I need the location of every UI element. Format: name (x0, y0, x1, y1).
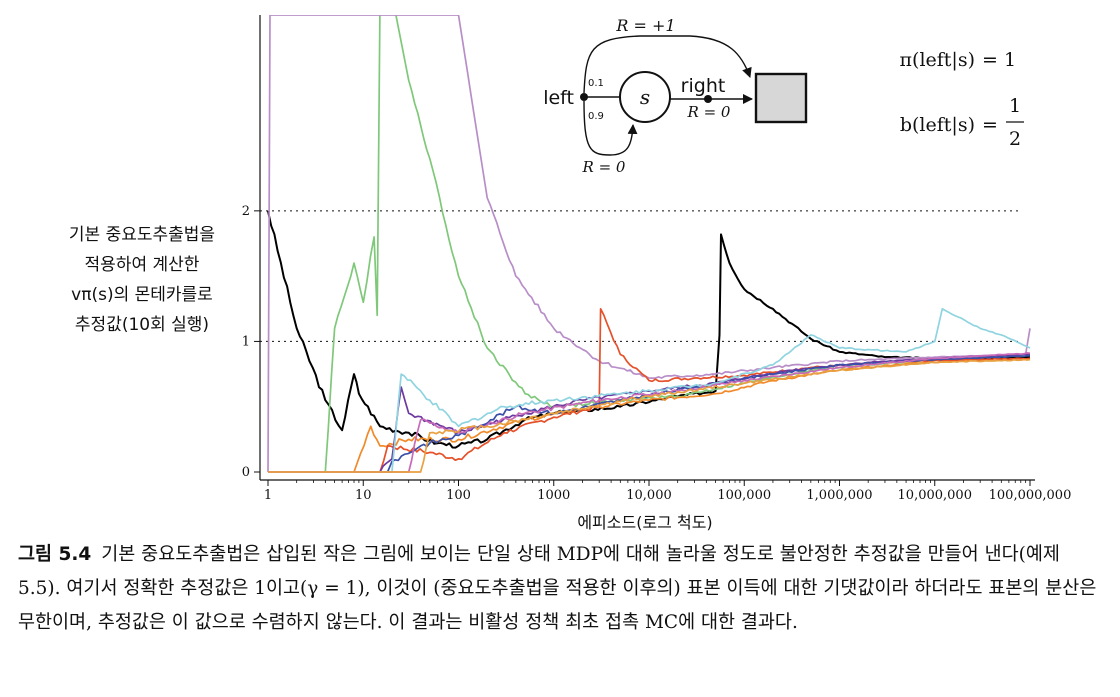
figure-caption: 그림 5.4 기본 중요도추출법은 삽입된 작은 그림에 보이는 단일 상태 MD… (18, 538, 1108, 640)
b-policy-numerator: 1 (1009, 95, 1021, 117)
y-tick-label: 0 (242, 465, 250, 480)
x-tick-label: 1000 (537, 488, 570, 503)
series-layer (267, 15, 1031, 473)
state-label: s (640, 85, 650, 109)
right-action-dot (704, 95, 712, 103)
reward-right-label: R = 0 (687, 103, 731, 121)
prob-up-label: 0.1 (588, 78, 604, 89)
series-line-1 (267, 210, 1031, 449)
series-line-4 (268, 358, 1031, 473)
prob-down-label: 0.9 (588, 111, 604, 122)
series-line-3 (267, 15, 1031, 473)
left-label: left (543, 87, 574, 109)
x-tick-label: 10 (355, 488, 372, 503)
right-label: right (681, 75, 726, 97)
series-line-6 (268, 353, 1031, 473)
y-label-line-3: vπ(s)의 몬테카를로 (71, 285, 213, 305)
x-tick-label: 100,000 (717, 488, 771, 503)
y-tick-label: 2 (242, 204, 250, 219)
x-tick-label: 10,000 (626, 488, 672, 503)
y-ticks: 0 1 2 (242, 204, 260, 480)
figure-number: 그림 5.4 (18, 544, 92, 565)
series-line-9 (268, 352, 1031, 473)
y-label-line-4: 추정값(10회 실행) (75, 315, 209, 335)
x-tick-label: 100 (446, 488, 471, 503)
caption-text: 기본 중요도추출법은 삽입된 작은 그림에 보이는 단일 상태 MDP에 대해 … (18, 544, 1097, 633)
reference-lines (260, 210, 1022, 342)
x-tick-label: 100,000,000 (989, 488, 1072, 503)
chart: 1 10 100 1000 10,000 100,000 1,000,000 10,000,0… (69, 15, 1072, 532)
y-label-line-1: 기본 중요도추출법을 (69, 225, 215, 245)
top-arrow (583, 35, 752, 94)
b-policy-lhs: b(left|s) (900, 114, 975, 136)
x-tick-label: 1 (264, 488, 272, 503)
b-policy-eq: = (982, 114, 998, 136)
pi-policy-lhs: π(left|s) (900, 49, 975, 71)
x-tick-label: 1,000,000 (806, 488, 872, 503)
x-tick-label: 10,000,000 (898, 488, 972, 503)
state-node (619, 71, 671, 123)
y-tick-label: 1 (242, 334, 250, 349)
loop-arrow (583, 100, 638, 156)
b-policy-denominator: 2 (1009, 128, 1021, 150)
y-label-line-2: 적용하여 계산한 (85, 255, 200, 275)
reward-loop-label: R = 0 (582, 158, 626, 176)
policy-definitions: π(left|s) = 1 b(left|s) = 1 2 (900, 49, 1024, 150)
series-line-10 (268, 358, 1031, 473)
series-line-8 (268, 307, 1031, 473)
y-axis-label: 기본 중요도추출법을 적용하여 계산한 vπ(s)의 몬테카를로 추정값(10회… (69, 225, 215, 335)
left-action-dot (580, 93, 588, 101)
pi-policy-rhs: = 1 (982, 49, 1016, 71)
x-axis-label: 에피소드(로그 척도) (577, 513, 712, 532)
terminal-state (754, 72, 808, 124)
mdp-diagram: R = +1 left 0.1 0.9 s R = 0 right R = 0 (543, 16, 808, 176)
x-ticks: 1 10 100 1000 10,000 100,000 1,000,000 10,000,0… (264, 480, 1072, 503)
reward-top-label: R = +1 (615, 16, 675, 35)
series-line-7 (268, 354, 1031, 473)
